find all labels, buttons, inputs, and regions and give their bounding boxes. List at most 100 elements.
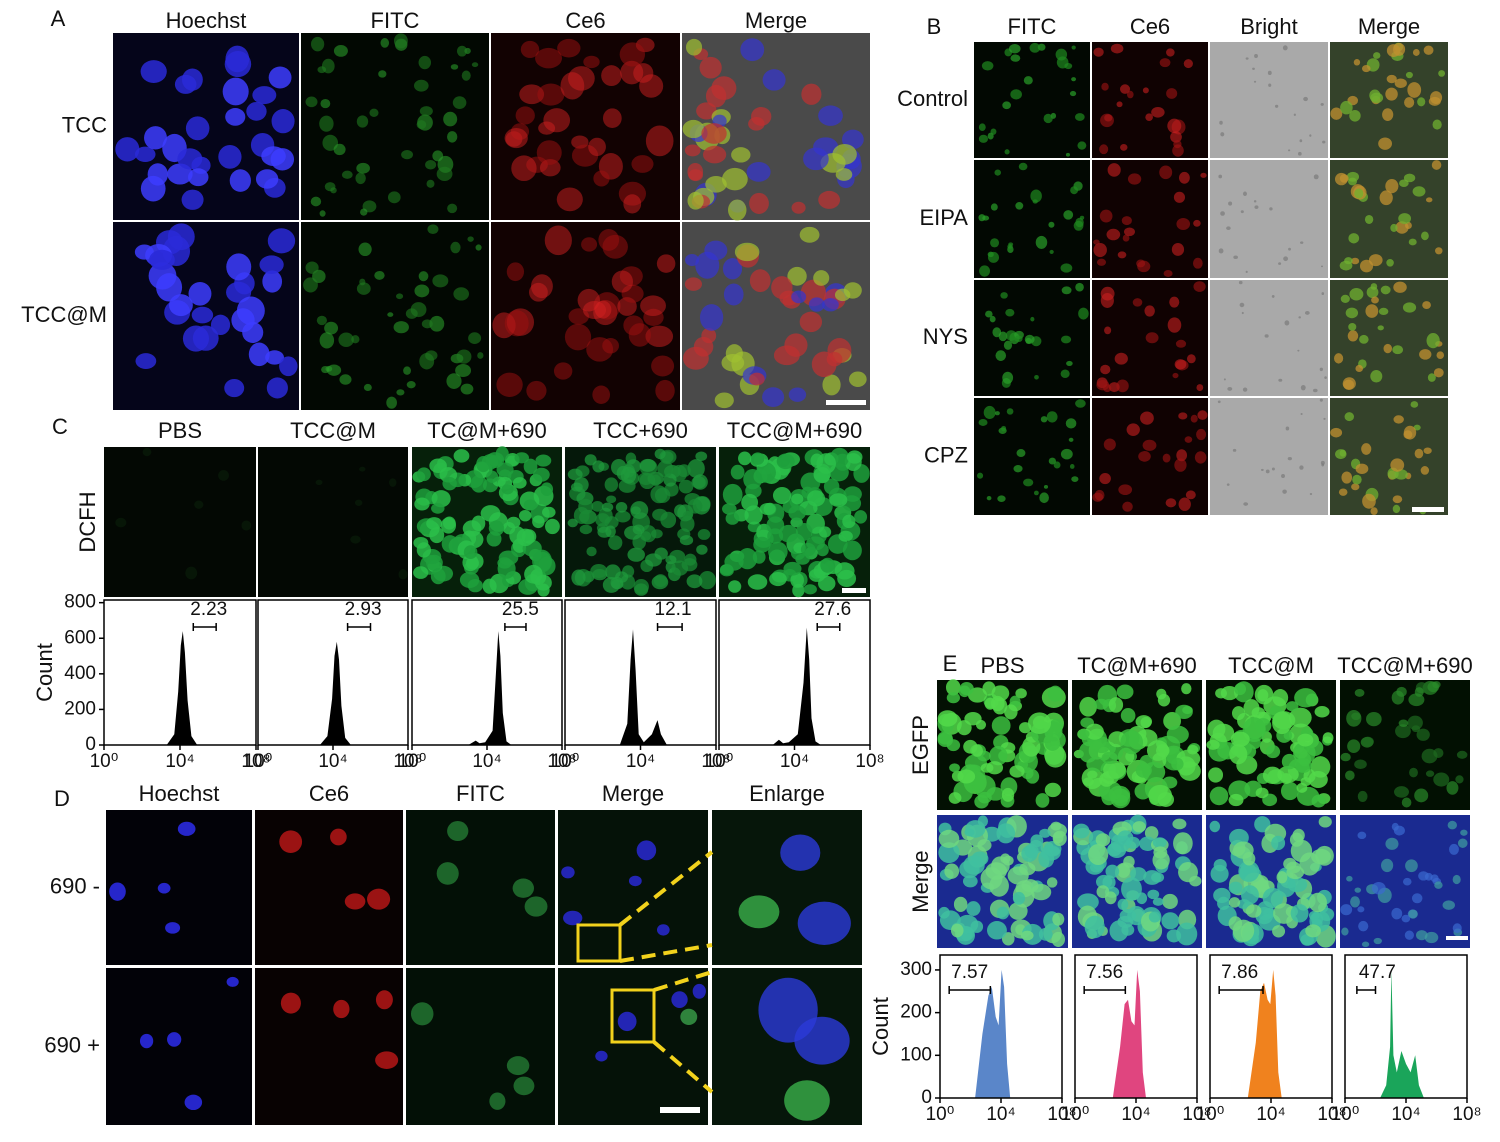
cell	[1287, 149, 1291, 152]
panel-letter: E	[943, 651, 958, 676]
cell	[719, 565, 734, 577]
cell	[627, 547, 645, 562]
cell	[560, 72, 585, 100]
gate-percent: 2.23	[190, 599, 227, 620]
micrograph	[712, 810, 862, 965]
cell	[808, 297, 825, 312]
cell	[957, 769, 976, 784]
cell	[1107, 163, 1121, 177]
cell	[1004, 149, 1010, 155]
cell	[1159, 165, 1173, 180]
cell	[602, 108, 622, 129]
cell	[1385, 837, 1399, 850]
cell	[463, 545, 478, 559]
micrograph	[719, 447, 870, 598]
cell	[1161, 912, 1180, 930]
cell	[1122, 234, 1130, 242]
cell	[1386, 44, 1401, 57]
cell	[1039, 828, 1051, 838]
cell	[1245, 57, 1249, 60]
cell	[1101, 789, 1117, 806]
cell	[255, 169, 279, 189]
cell	[210, 314, 231, 336]
cell	[1049, 846, 1060, 856]
cell	[225, 108, 246, 126]
cell	[837, 569, 857, 587]
cell	[1169, 296, 1180, 308]
column-header: TCC@M+690	[727, 418, 862, 443]
cell	[1355, 364, 1364, 372]
cell	[506, 262, 525, 282]
cell	[1181, 683, 1192, 695]
cell	[1288, 707, 1312, 728]
cell	[1438, 70, 1446, 77]
cell	[1456, 750, 1468, 759]
cell	[1166, 929, 1182, 943]
micrograph	[1330, 160, 1448, 278]
cell	[1173, 140, 1182, 149]
x-tick-label: 10⁴	[626, 751, 655, 772]
cell	[657, 460, 674, 478]
cell	[1064, 62, 1073, 70]
cell	[994, 169, 1001, 176]
cell	[1355, 463, 1369, 475]
cell	[749, 192, 769, 214]
cell	[803, 584, 817, 595]
cell	[578, 498, 594, 515]
cell	[725, 512, 740, 525]
cell	[1092, 736, 1111, 754]
y-axis-label: Count	[868, 997, 893, 1056]
cell	[1457, 838, 1468, 848]
cell	[1278, 378, 1283, 382]
cell	[259, 255, 284, 274]
cell	[1370, 507, 1378, 516]
cell	[1163, 269, 1173, 277]
cell	[1346, 709, 1362, 727]
cell	[1252, 67, 1255, 71]
micrograph	[491, 222, 680, 410]
histogram-area	[619, 629, 667, 745]
cell	[432, 150, 444, 162]
cell	[820, 557, 836, 573]
cell	[279, 830, 303, 854]
cell	[937, 710, 958, 727]
column-header: TC@M+690	[1077, 653, 1197, 678]
cell	[1073, 220, 1084, 231]
cell	[1427, 373, 1436, 382]
cell	[619, 42, 646, 67]
cell	[987, 251, 1000, 263]
cell	[1233, 255, 1238, 259]
micrograph	[1330, 398, 1448, 516]
cell	[356, 282, 371, 295]
micrograph-bg	[1210, 280, 1328, 396]
cell	[1361, 941, 1370, 948]
cell	[561, 866, 575, 879]
cell	[799, 226, 820, 243]
cell	[1278, 262, 1282, 265]
cell	[1347, 330, 1359, 342]
cell	[1119, 909, 1137, 923]
cell	[512, 878, 534, 898]
x-tick-label: 10⁴	[472, 751, 501, 772]
cell	[818, 190, 841, 209]
cell	[1348, 322, 1357, 331]
micrograph-bg	[106, 968, 252, 1125]
scale-bar	[660, 1107, 700, 1113]
cell	[608, 535, 623, 550]
cell	[986, 761, 1004, 775]
zoom-line	[618, 850, 714, 927]
cell	[971, 744, 983, 757]
micrograph	[682, 222, 870, 410]
cell	[1139, 754, 1154, 770]
cell	[1070, 186, 1079, 195]
cell	[1027, 712, 1051, 734]
cell	[416, 467, 431, 482]
cell	[752, 550, 766, 564]
cell	[523, 458, 538, 475]
cell	[1339, 449, 1347, 457]
cell	[1220, 132, 1225, 137]
cell	[1213, 887, 1231, 903]
cell	[822, 298, 839, 312]
micrograph	[974, 280, 1090, 396]
cell	[1071, 77, 1077, 82]
